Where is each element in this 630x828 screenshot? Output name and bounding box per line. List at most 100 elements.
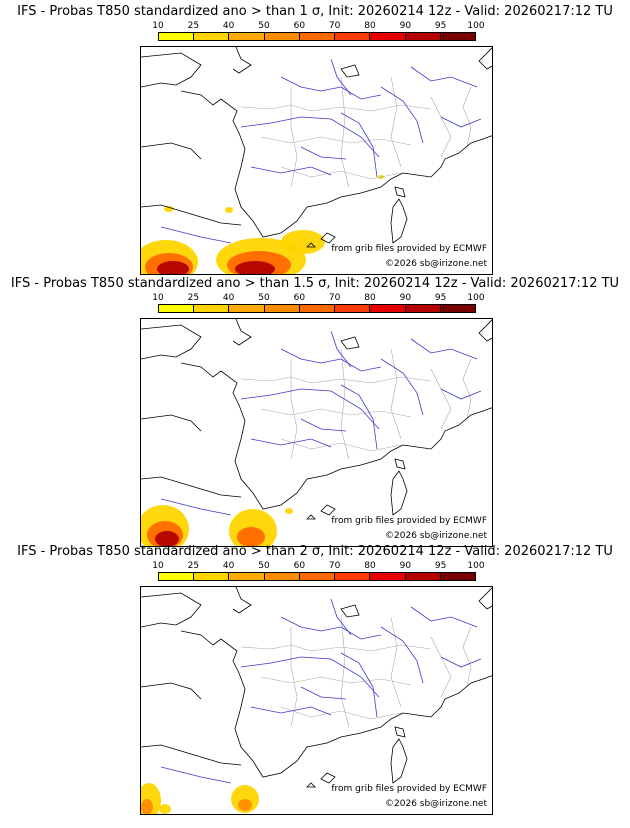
coast-segment — [141, 414, 202, 432]
copyright-credit: ©2026 sb@irizone.net — [384, 259, 488, 269]
admin-borders — [240, 76, 472, 188]
coast-segment — [320, 232, 336, 244]
colorbar-segment — [405, 305, 441, 312]
probability-area — [225, 207, 233, 213]
panel-2: IFS - Probas T850 standardized ano > tha… — [0, 276, 630, 547]
colorbar-tick-label: 10 — [152, 293, 164, 303]
colorbar — [158, 572, 476, 581]
probability-area — [281, 230, 325, 254]
probability-area — [159, 804, 171, 814]
colorbar-segment — [370, 305, 406, 312]
probability-area — [237, 527, 265, 546]
admin-border — [462, 86, 472, 148]
colorbar-tick-label: 40 — [222, 561, 235, 571]
colorbar — [158, 32, 476, 41]
river — [250, 438, 332, 448]
river — [380, 358, 424, 416]
coast-segment — [141, 592, 202, 628]
colorbar-tick-label: 25 — [187, 21, 200, 31]
coast-segment — [141, 52, 202, 88]
copyright-credit: ©2026 sb@irizone.net — [384, 799, 488, 809]
colorbar-segment — [159, 573, 195, 580]
coast-segment — [141, 204, 242, 226]
coast-segment — [320, 772, 336, 784]
coast-segment — [340, 336, 360, 350]
colorbar-segment — [405, 573, 441, 580]
colorbar-ticks: 10 25 40 50 60 70 80 90 95 100 — [0, 561, 630, 572]
map-svg — [141, 319, 492, 546]
source-credit: from grib files provided by ECMWF — [330, 784, 488, 794]
colorbar-tick-label: 70 — [328, 21, 341, 31]
coast-segment — [141, 744, 242, 766]
copyright-credit: ©2026 sb@irizone.net — [384, 531, 488, 541]
probability-map: from grib files provided by ECMWF ©2026 … — [140, 586, 493, 815]
admin-border — [462, 358, 472, 420]
coast-segment — [141, 682, 202, 700]
river — [380, 86, 424, 144]
colorbar-segment — [229, 33, 265, 40]
probability-area — [238, 799, 252, 811]
colorbar-tick-label: 100 — [467, 21, 485, 31]
coast-segment — [478, 319, 492, 342]
colorbar-segment — [299, 33, 336, 40]
probability-field — [141, 783, 259, 814]
admin-border — [390, 76, 402, 168]
river — [340, 384, 378, 450]
probability-area — [164, 206, 174, 212]
river — [300, 418, 347, 432]
admin-border — [240, 644, 432, 652]
admin-border — [340, 348, 350, 460]
colorbar-segment — [299, 305, 336, 312]
colorbar-segment — [264, 573, 300, 580]
colorbar-segment — [194, 573, 230, 580]
admin-border — [290, 627, 298, 728]
colorbar-segment — [335, 305, 371, 312]
colorbar-tick-label: 95 — [434, 293, 447, 303]
panel-3: IFS - Probas T850 standardized ano > tha… — [0, 544, 630, 815]
river — [240, 116, 380, 158]
map-svg — [141, 47, 492, 274]
colorbar-tick-label: 80 — [364, 561, 376, 571]
coast-segment — [306, 782, 316, 788]
probability-area — [157, 261, 189, 274]
colorbar-segment — [194, 305, 230, 312]
admin-border — [390, 616, 402, 708]
colorbar-tick-label: 40 — [222, 21, 235, 31]
admin-border — [240, 104, 432, 112]
colorbar-segment — [440, 33, 475, 40]
coastline — [141, 319, 492, 520]
river — [340, 652, 378, 718]
colorbar-tick-label: 60 — [293, 293, 306, 303]
colorbar-tick-label: 50 — [258, 21, 270, 31]
river — [160, 498, 232, 516]
river — [240, 656, 380, 698]
admin-border — [430, 636, 452, 698]
colorbar-tick-label: 100 — [467, 293, 485, 303]
admin-border — [290, 87, 298, 188]
admin-border — [430, 368, 452, 430]
river — [300, 146, 347, 160]
colorbar-tick-label: 95 — [434, 561, 447, 571]
colorbar-tick-label: 95 — [434, 21, 447, 31]
admin-border — [260, 408, 412, 418]
admin-border — [280, 438, 402, 452]
colorbar-tick-label: 10 — [152, 561, 164, 571]
colorbar-segment — [405, 33, 441, 40]
coast-segment — [390, 470, 408, 516]
coast-segment — [478, 47, 492, 70]
coast-segment — [394, 458, 406, 470]
river — [410, 66, 478, 88]
colorbar-tick-label: 70 — [328, 293, 341, 303]
river — [250, 706, 332, 716]
source-credit: from grib files provided by ECMWF — [330, 244, 488, 254]
admin-border — [340, 616, 350, 728]
colorbar-tick-label: 80 — [364, 293, 376, 303]
river — [160, 226, 232, 244]
coast-segment — [180, 630, 492, 778]
colorbar-segment — [335, 33, 371, 40]
admin-borders — [240, 348, 472, 460]
coast-segment — [394, 726, 406, 738]
colorbar-tick-label: 70 — [328, 561, 341, 571]
coast-segment — [390, 738, 408, 784]
probability-field — [141, 505, 293, 546]
